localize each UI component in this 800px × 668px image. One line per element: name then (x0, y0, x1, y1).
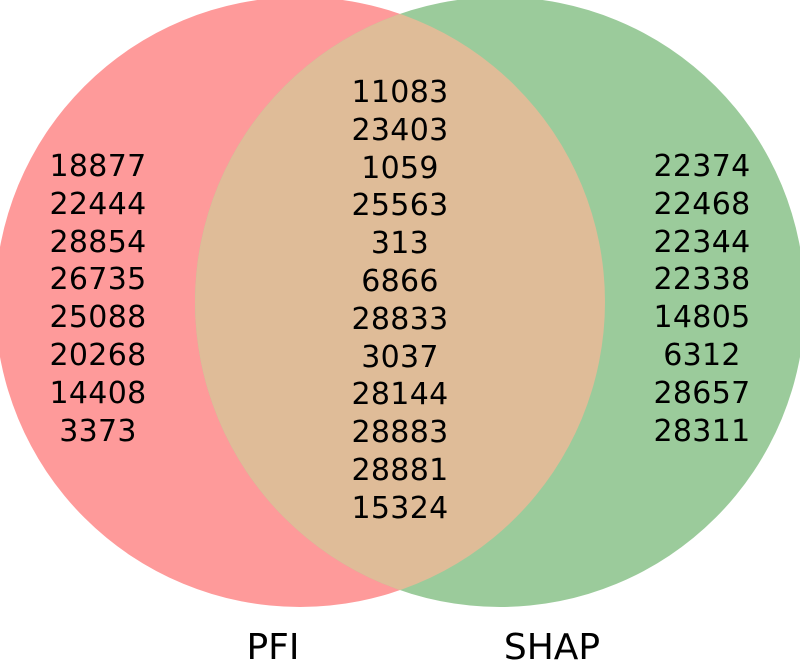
shap-only-item: 14805 (653, 300, 751, 336)
pfi-only-item: 25088 (49, 300, 147, 336)
intersection-item: 3037 (361, 339, 439, 375)
pfi-only-item: 3373 (59, 413, 137, 449)
pfi-set-label: PFI (246, 627, 300, 668)
intersection-region (195, 0, 605, 607)
shap-set-label: SHAP (503, 627, 601, 668)
intersection-item: 28883 (351, 415, 449, 451)
pfi-only-item: 22444 (49, 186, 147, 222)
pfi-only-item: 18877 (49, 149, 147, 184)
shap-only-item: 22374 (653, 149, 751, 184)
intersection-item: 6866 (361, 263, 439, 299)
intersection-item: 28881 (351, 452, 449, 488)
shap-only-item: 22468 (653, 186, 751, 222)
intersection-item: 28144 (351, 377, 449, 413)
pfi-only-item: 28854 (49, 224, 147, 260)
pfi-only-values: 18877 22444 28854 26735 25088 20268 14408 3373 (38, 148, 158, 450)
intersection-item: 28833 (351, 301, 449, 337)
shap-only-item: 22344 (653, 224, 751, 260)
shap-only-item: 22338 (653, 262, 751, 298)
shap-only-item: 28311 (653, 413, 751, 449)
intersection-item: 1059 (361, 150, 439, 186)
intersection-item: 23403 (351, 112, 449, 148)
pfi-only-item: 26735 (49, 262, 147, 298)
pfi-only-item: 20268 (49, 337, 147, 373)
intersection-item: 25563 (351, 188, 449, 224)
shap-only-item: 28657 (653, 375, 751, 411)
intersection-item: 313 (370, 226, 430, 262)
shap-only-item: 6312 (663, 337, 741, 373)
pfi-only-item: 14408 (49, 375, 147, 411)
intersection-values: 11083 23403 1059 25563 313 6866 28833 3037 28144… (340, 74, 460, 528)
intersection-item: 11083 (351, 75, 449, 110)
shap-only-values: 22374 22468 22344 22338 14805 6312 28657 28311 (642, 148, 762, 450)
intersection-item: 15324 (351, 490, 449, 526)
